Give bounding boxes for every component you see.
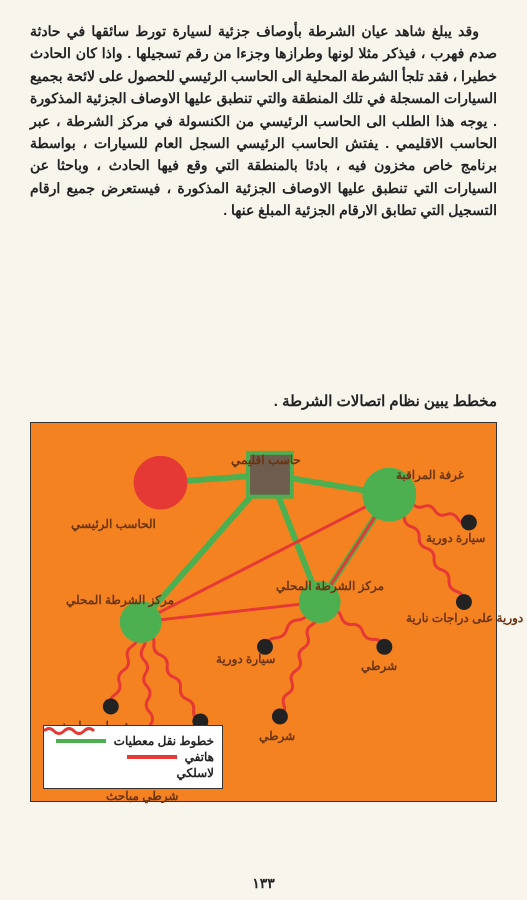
- node-label: مركز الشرطة المحلي: [66, 593, 174, 607]
- node-label: شرطي: [361, 659, 397, 673]
- legend-row-radio: لاسلكي: [52, 766, 214, 780]
- page-number: ١٣٣: [0, 875, 527, 892]
- node-label: سيارة دورية: [426, 531, 485, 545]
- node-label: غرفة المراقبة: [396, 468, 464, 482]
- node-label: مركز الشرطة المحلي: [276, 579, 384, 593]
- node-label: شرطي: [259, 729, 295, 743]
- body-paragraph: وقد يبلغ شاهد عيان الشرطة بأوصاف جزئية ل…: [30, 20, 497, 222]
- node-label: حاسب اقليمي: [231, 453, 301, 467]
- node-label: سيارة دورية: [216, 652, 275, 666]
- node-label: شرطي مباحث: [106, 789, 178, 803]
- police-comms-diagram: حاسب اقليمي الحاسب الرئيسي غرفة المراقبة مر…: [30, 422, 497, 802]
- legend-box: خطوط نقل معطيات هاتفي لاسلكي: [43, 725, 223, 789]
- legend-swatch-wavy: [119, 768, 169, 778]
- figure-caption: مخطط يبين نظام اتصالات الشرطة .: [30, 392, 497, 410]
- node-label: دورية على دراجات نارية: [406, 611, 523, 625]
- node-label: الحاسب الرئيسي: [71, 517, 156, 531]
